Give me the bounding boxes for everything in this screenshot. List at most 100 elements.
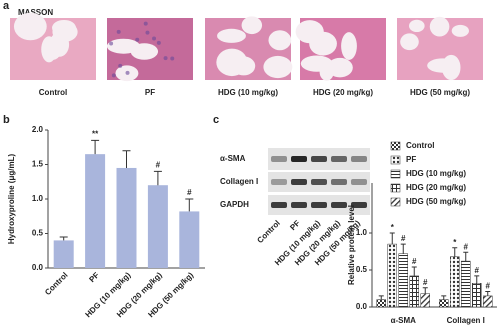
error-bar bbox=[400, 243, 406, 254]
error-bar bbox=[422, 287, 428, 294]
y-tick-label: 1.0 bbox=[32, 194, 44, 203]
legend-swatch bbox=[390, 197, 401, 207]
x-tick-label: Control bbox=[43, 271, 69, 297]
alveolus bbox=[400, 33, 419, 51]
significance-marker: # bbox=[486, 282, 491, 291]
blot-band bbox=[351, 156, 367, 162]
legend-swatch bbox=[390, 183, 401, 193]
legend-swatch bbox=[390, 155, 401, 165]
significance-marker: # bbox=[423, 278, 428, 287]
panel-label: b bbox=[3, 114, 10, 126]
cell bbox=[125, 70, 130, 75]
blot-band bbox=[351, 179, 367, 185]
y-axis-label: Relative protein level bbox=[347, 205, 356, 285]
y-tick-label: 0.5 bbox=[356, 265, 368, 274]
blot-row-label: α-SMA bbox=[220, 154, 246, 163]
legend-label: PF bbox=[406, 155, 416, 164]
y-tick-label: 2.0 bbox=[32, 125, 44, 134]
legend-label: HDG (10 mg/kg) bbox=[406, 169, 466, 178]
x-tick-label: Collagen I bbox=[447, 316, 485, 325]
x-tick-label: α-SMA bbox=[391, 316, 417, 325]
y-tick-label: 1.0 bbox=[356, 228, 368, 237]
blot-row-label: Collagen I bbox=[220, 177, 258, 186]
blot-band bbox=[271, 156, 287, 162]
alveolus bbox=[217, 28, 246, 43]
bar bbox=[450, 256, 460, 308]
significance-marker: # bbox=[475, 266, 480, 275]
bar bbox=[53, 240, 74, 268]
alveolus bbox=[263, 55, 293, 79]
cell bbox=[152, 36, 157, 41]
blot-band bbox=[311, 202, 327, 208]
y-axis-label: Hydroxyproline (μg/mL) bbox=[7, 154, 16, 245]
bar bbox=[387, 243, 397, 308]
y-tick-label: 0.0 bbox=[32, 263, 44, 272]
bar bbox=[85, 154, 106, 268]
blot-band bbox=[291, 202, 307, 208]
blot-row-label: GAPDH bbox=[220, 200, 249, 209]
bar bbox=[472, 283, 482, 308]
significance-marker: # bbox=[464, 242, 469, 251]
bar bbox=[420, 293, 430, 308]
cell bbox=[156, 40, 161, 45]
panel-label: a bbox=[3, 0, 10, 12]
cell bbox=[135, 37, 140, 42]
legend-swatch bbox=[390, 169, 401, 179]
error-bar bbox=[389, 232, 395, 245]
bar bbox=[483, 295, 493, 308]
legend-label: HDG (20 mg/kg) bbox=[406, 183, 466, 192]
blot-band bbox=[271, 179, 287, 185]
error-bar bbox=[452, 247, 458, 257]
image-caption: HDG (10 mg/kg) bbox=[218, 88, 278, 97]
stain-label: MASSON bbox=[18, 8, 53, 17]
bar bbox=[179, 211, 200, 268]
blot-band bbox=[331, 202, 347, 208]
bar bbox=[376, 299, 386, 308]
bar bbox=[439, 299, 449, 308]
significance-marker: ** bbox=[92, 129, 99, 138]
y-tick-label: 0.5 bbox=[32, 229, 44, 238]
error-bar bbox=[185, 198, 194, 212]
blot-band bbox=[291, 156, 307, 162]
alveolus bbox=[241, 16, 263, 35]
error-bar bbox=[153, 170, 162, 186]
error-bar bbox=[91, 139, 100, 155]
alveolus bbox=[52, 22, 78, 42]
error-bar bbox=[411, 266, 417, 276]
cell bbox=[143, 21, 148, 26]
legend-swatch bbox=[390, 141, 401, 151]
cell bbox=[109, 41, 114, 46]
alveolus bbox=[13, 12, 47, 41]
blot-lane-label: PF bbox=[288, 218, 302, 232]
significance-marker: # bbox=[412, 257, 417, 266]
error-bar bbox=[441, 295, 447, 300]
blot-band bbox=[311, 179, 327, 185]
cell bbox=[116, 29, 121, 34]
error-bar bbox=[463, 251, 469, 262]
blot-band bbox=[331, 156, 347, 162]
error-bar bbox=[59, 236, 68, 241]
alveolus bbox=[216, 48, 248, 77]
image-caption: HDG (20 mg/kg) bbox=[313, 88, 373, 97]
error-bar bbox=[474, 275, 480, 284]
alveolus bbox=[300, 55, 333, 72]
image-caption: PF bbox=[145, 88, 155, 97]
y-tick-label: 1.5 bbox=[32, 160, 44, 169]
error-bar bbox=[485, 290, 491, 296]
legend-label: Control bbox=[406, 141, 434, 150]
alveolus bbox=[327, 57, 353, 78]
panel-label: c bbox=[213, 114, 219, 126]
significance-marker: # bbox=[156, 161, 161, 170]
alveolus bbox=[295, 20, 324, 44]
blot-band bbox=[351, 202, 367, 208]
x-tick-label: PF bbox=[87, 270, 101, 284]
significance-marker: # bbox=[401, 234, 406, 243]
significance-marker: * bbox=[391, 223, 395, 232]
alveolus bbox=[130, 43, 159, 60]
significance-marker: * bbox=[453, 238, 457, 247]
bar bbox=[398, 253, 408, 308]
cell bbox=[145, 30, 150, 35]
alveolus bbox=[451, 24, 469, 37]
legend-label: HDG (50 mg/kg) bbox=[406, 197, 466, 206]
